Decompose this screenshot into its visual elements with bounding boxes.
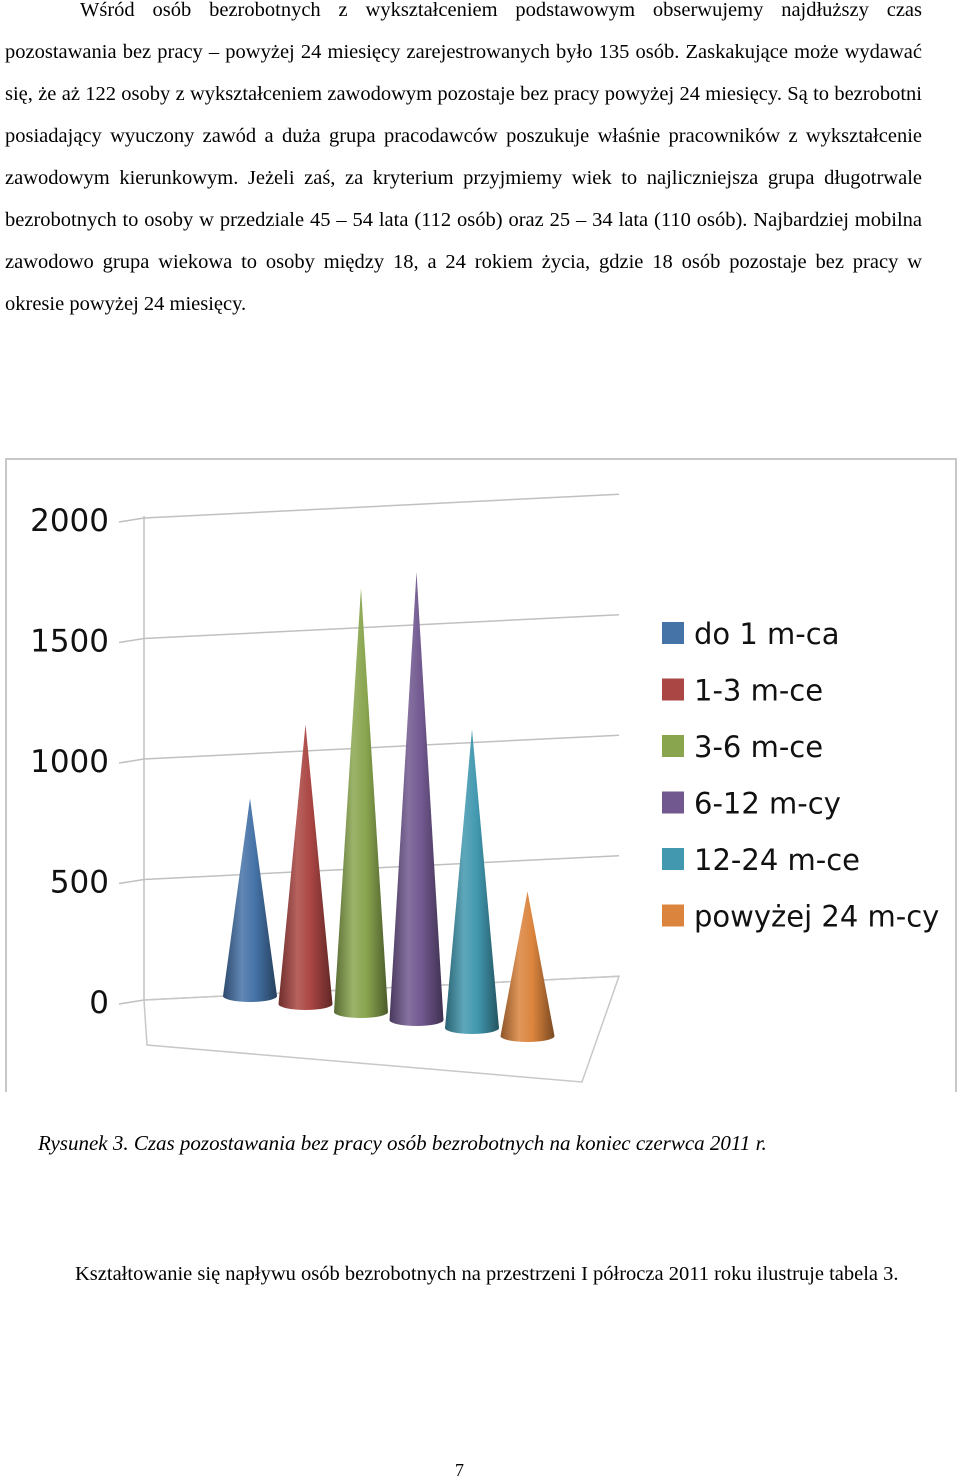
cone-bar — [278, 724, 333, 1010]
y-tick-label: 2000 — [30, 503, 109, 539]
legend-label: 12-24 m-ce — [694, 843, 860, 877]
legend-label: 6-12 m-cy — [694, 787, 841, 821]
legend-swatch — [662, 678, 684, 701]
legend-swatch — [662, 848, 684, 870]
legend-swatch — [662, 904, 684, 927]
body-paragraph-2: Kształtowanie się napływu osób bezrobotn… — [75, 1263, 899, 1285]
figure-caption: Rysunek 3. Czas pozostawania bez pracy o… — [38, 1131, 767, 1155]
cone-bar — [223, 798, 277, 1002]
cone-bar — [500, 891, 555, 1042]
legend-swatch — [662, 735, 684, 757]
legend-label: 1-3 m-ce — [694, 674, 823, 708]
legend: do 1 m-ca 1-3 m-ce 3-6 m-ce 6-12 m-cy 12-24 … — [662, 617, 939, 934]
legend-swatch — [662, 622, 684, 644]
y-tick-label: 500 — [50, 865, 109, 901]
legend-swatch — [662, 791, 684, 814]
legend-label: 3-6 m-ce — [694, 730, 823, 764]
cone-bar — [389, 571, 444, 1026]
y-tick-label: 0 — [89, 985, 109, 1021]
cone-bar — [334, 587, 388, 1018]
legend-label: do 1 m-ca — [694, 617, 839, 651]
chart-frame: 0 500 1000 1500 2000 do 1 m-ca 1-3 m-ce 3-6 m-… — [5, 458, 957, 1092]
y-axis-ticks: 0 500 1000 1500 2000 — [30, 503, 109, 1021]
legend-label: powyżej 24 m-cy — [694, 900, 939, 934]
page-number: 7 — [455, 1460, 464, 1480]
y-tick-label: 1500 — [30, 624, 109, 660]
body-paragraph-1: Wśród osób bezrobotnych z wykształceniem… — [5, 0, 922, 315]
gridline-2000 — [118, 493, 620, 523]
y-tick-label: 1000 — [30, 744, 109, 780]
cone-bar — [445, 729, 499, 1034]
gridline-1500 — [118, 614, 620, 644]
cone-chart: 0 500 1000 1500 2000 do 1 m-ca 1-3 m-ce 3-6 m-… — [30, 493, 939, 1083]
cones — [223, 571, 555, 1042]
